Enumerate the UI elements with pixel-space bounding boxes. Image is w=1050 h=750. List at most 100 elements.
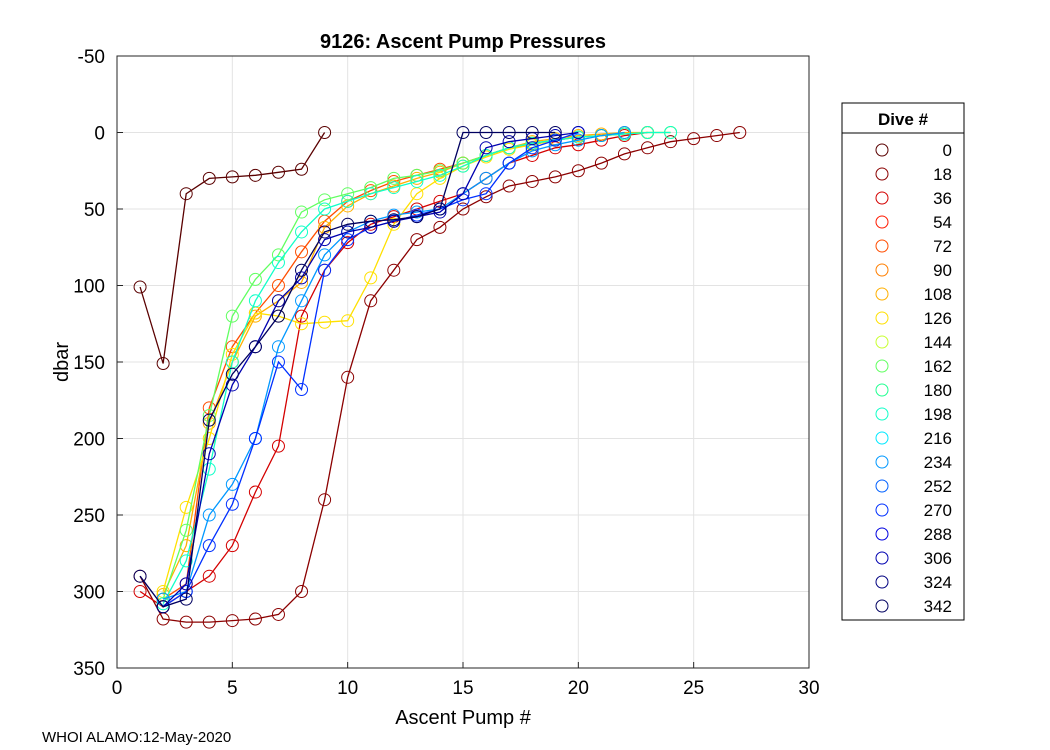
data-point bbox=[318, 248, 332, 262]
data-point bbox=[248, 294, 262, 308]
data-point bbox=[295, 383, 309, 397]
series-line bbox=[162, 131, 671, 605]
data-point bbox=[594, 129, 608, 143]
data-point bbox=[225, 539, 239, 553]
series-dive-198 bbox=[156, 126, 678, 611]
data-point bbox=[202, 569, 216, 583]
data-point bbox=[225, 170, 239, 184]
data-point bbox=[341, 236, 355, 250]
legend-label: 54 bbox=[933, 213, 952, 232]
x-tick-label: 5 bbox=[227, 678, 238, 699]
data-point bbox=[271, 165, 285, 179]
data-point bbox=[387, 171, 401, 185]
data-point bbox=[387, 263, 401, 277]
data-point bbox=[295, 317, 309, 331]
data-point bbox=[271, 256, 285, 270]
data-point bbox=[133, 569, 147, 583]
data-point bbox=[387, 217, 401, 231]
data-point bbox=[156, 357, 170, 371]
data-point bbox=[364, 184, 378, 198]
legend-label: 342 bbox=[924, 597, 952, 616]
data-point bbox=[571, 126, 585, 139]
data-point bbox=[341, 233, 355, 247]
data-point bbox=[456, 202, 470, 216]
y-tick-label: 250 bbox=[73, 506, 105, 527]
data-point bbox=[248, 340, 262, 354]
legend-label: 72 bbox=[933, 237, 952, 256]
x-tick-label: 10 bbox=[337, 678, 358, 699]
data-point bbox=[479, 190, 493, 204]
legend-marker bbox=[875, 263, 889, 277]
data-point bbox=[641, 126, 655, 139]
data-point bbox=[156, 600, 170, 614]
series-dive-18 bbox=[133, 126, 747, 629]
legend-marker bbox=[875, 239, 889, 253]
y-tick-label: -50 bbox=[78, 47, 105, 68]
data-point bbox=[479, 141, 493, 155]
data-point bbox=[179, 615, 193, 629]
series-line bbox=[139, 131, 740, 623]
data-point bbox=[202, 171, 216, 185]
data-point bbox=[410, 171, 424, 185]
series-line bbox=[139, 132, 326, 364]
y-tick-label: 200 bbox=[73, 430, 105, 451]
legend-marker bbox=[875, 311, 889, 325]
data-point bbox=[456, 126, 470, 139]
x-axis-label: Ascent Pump # bbox=[395, 707, 532, 729]
data-point bbox=[479, 171, 493, 185]
data-point bbox=[318, 193, 332, 207]
legend-marker bbox=[875, 191, 889, 205]
data-point bbox=[295, 162, 309, 176]
data-point bbox=[225, 477, 239, 491]
data-point bbox=[479, 187, 493, 201]
data-point bbox=[617, 147, 631, 161]
data-point bbox=[179, 523, 193, 537]
legend-marker bbox=[875, 407, 889, 421]
data-point bbox=[341, 225, 355, 239]
y-tick-label: 50 bbox=[84, 200, 105, 221]
data-point bbox=[525, 174, 539, 188]
legend-label: 324 bbox=[924, 573, 952, 592]
legend-marker bbox=[875, 335, 889, 349]
x-tick-label: 15 bbox=[452, 678, 473, 699]
data-point bbox=[248, 612, 262, 626]
data-point bbox=[202, 413, 216, 427]
data-point bbox=[525, 126, 539, 139]
data-point bbox=[364, 294, 378, 308]
data-point bbox=[433, 220, 447, 234]
legend-label: 0 bbox=[943, 141, 952, 160]
data-point bbox=[271, 340, 285, 354]
legend-label: 198 bbox=[924, 405, 952, 424]
legend-label: 234 bbox=[924, 453, 952, 472]
data-point bbox=[318, 263, 332, 277]
data-point bbox=[202, 508, 216, 522]
data-point bbox=[502, 135, 516, 149]
legend-entries: 0 18 36 54 72 90 108 126 144 162 180 198 216 234 252 27… bbox=[875, 141, 952, 616]
legend-label: 180 bbox=[924, 381, 952, 400]
data-point bbox=[179, 539, 193, 553]
data-point bbox=[179, 592, 193, 606]
data-point bbox=[225, 497, 239, 511]
legend-label: 126 bbox=[924, 309, 952, 328]
data-point bbox=[641, 141, 655, 155]
data-point bbox=[202, 539, 216, 553]
data-point bbox=[341, 194, 355, 208]
data-point bbox=[318, 233, 332, 247]
legend-marker bbox=[875, 431, 889, 445]
data-point bbox=[202, 615, 216, 629]
data-point bbox=[179, 500, 193, 514]
data-point bbox=[410, 205, 424, 219]
data-point bbox=[433, 168, 447, 182]
legend-label: 306 bbox=[924, 549, 952, 568]
legend-marker bbox=[875, 503, 889, 517]
x-tick-label: 30 bbox=[798, 678, 819, 699]
data-point bbox=[433, 205, 447, 219]
legend-title: Dive # bbox=[878, 110, 929, 129]
data-point bbox=[295, 585, 309, 598]
x-tick-label: 20 bbox=[568, 678, 589, 699]
data-point bbox=[456, 187, 470, 201]
data-point bbox=[571, 164, 585, 178]
y-tick-label: 350 bbox=[73, 659, 105, 680]
data-point bbox=[248, 168, 262, 182]
data-point bbox=[271, 279, 285, 292]
